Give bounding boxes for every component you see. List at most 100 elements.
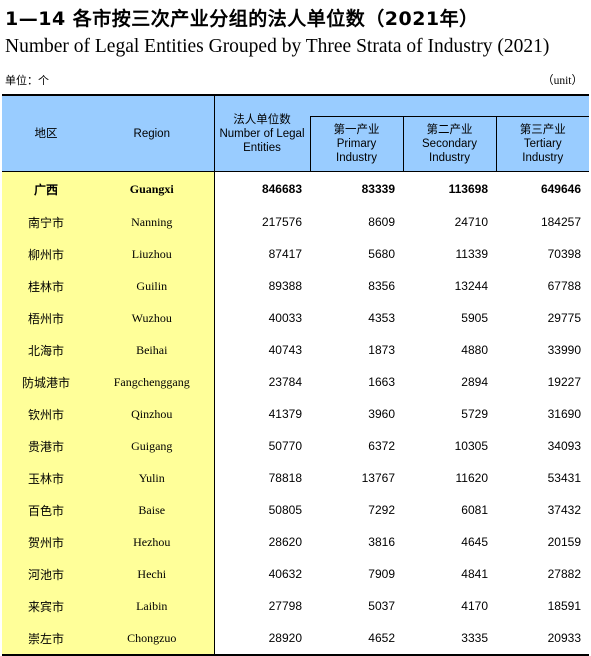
header-tertiary: 第三产业 Tertiary Industry (495, 116, 589, 172)
header-tertiary-cn: 第三产业 (519, 124, 566, 136)
cell-tertiary: 184257 (540, 215, 581, 229)
header-total: 法人单位数 Number of Legal Entities (213, 94, 310, 172)
cell-area-cn: 崇左市 (2, 622, 90, 656)
page-title: 1—14 各市按三次产业分组的法人单位数（2021年） (5, 8, 479, 30)
cell-tertiary: 31690 (547, 407, 581, 421)
cell-secondary: 4170 (461, 599, 488, 613)
header-region-en: Region (90, 94, 214, 172)
cell-primary: 5680 (368, 247, 395, 261)
cell-primary: 6372 (368, 439, 395, 453)
cell-area-cn: 防城港市 (2, 366, 90, 398)
cell-primary: 4353 (368, 311, 395, 325)
cell-secondary: 24710 (454, 215, 488, 229)
header-secondary-en: Secondary Industry (422, 138, 477, 164)
cell-total: 89388 (268, 279, 302, 293)
cell-region-en: Liuzhou (90, 238, 215, 270)
cell-primary: 1873 (368, 343, 395, 357)
cell-secondary: 6081 (461, 503, 488, 517)
cell-region-en: Guigang (90, 430, 215, 462)
cell-region-en: Chongzuo (90, 622, 215, 656)
table-body: 广西 Guangxi 846683 83339 113698 649646 南宁市 Nanni… (2, 171, 589, 656)
header-secondary: 第二产业 Secondary Industry (402, 116, 496, 172)
cell-tertiary: 18591 (547, 599, 581, 613)
cell-primary: 8356 (368, 279, 395, 293)
cell-secondary: 5729 (461, 407, 488, 421)
cell-total: 40743 (268, 343, 302, 357)
cell-secondary: 4841 (461, 567, 488, 581)
header-spacer (310, 94, 589, 117)
cell-area-cn: 北海市 (2, 334, 90, 366)
cell-region-en: Laibin (90, 590, 215, 622)
cell-total: 50805 (268, 503, 302, 517)
cell-total: 87417 (268, 247, 302, 261)
cell-secondary: 3335 (403, 622, 496, 656)
cell-tertiary: 33990 (547, 343, 581, 357)
cell-area-cn: 钦州市 (2, 398, 90, 430)
cell-secondary: 13244 (454, 279, 488, 293)
table-row: 南宁市 Nanning 217576 8609 24710 184257 (2, 206, 589, 238)
cell-tertiary: 20159 (547, 535, 581, 549)
header-tertiary-en: Tertiary Industry (522, 138, 564, 164)
cell-primary: 13767 (361, 471, 395, 485)
cell-primary: 83339 (361, 182, 395, 196)
table-row: 柳州市 Liuzhou 87417 5680 11339 70398 (2, 238, 589, 270)
table-row-total: 广西 Guangxi 846683 83339 113698 649646 (2, 171, 589, 206)
cell-area-cn: 河池市 (2, 558, 90, 590)
cell-region-en: Wuzhou (90, 302, 215, 334)
unit-label-cn: 单位：个 (5, 74, 49, 87)
cell-region-en: Hechi (90, 558, 215, 590)
cell-region-en: Baise (90, 494, 215, 526)
cell-primary: 1663 (368, 375, 395, 389)
cell-region-en: Guangxi (90, 171, 215, 206)
cell-total: 78818 (268, 471, 302, 485)
table-row: 梧州市 Wuzhou 40033 4353 5905 29775 (2, 302, 589, 334)
table-row: 贵港市 Guigang 50770 6372 10305 34093 (2, 430, 589, 462)
table-row: 玉林市 Yulin 78818 13767 11620 53431 (2, 462, 589, 494)
cell-total: 27798 (268, 599, 302, 613)
cell-secondary: 113698 (448, 182, 488, 196)
cell-secondary: 11339 (455, 247, 488, 261)
header-primary: 第一产业 Primary Industry (309, 116, 403, 172)
header-total-en: Number of Legal Entities (219, 127, 305, 154)
cell-area-cn: 南宁市 (2, 206, 90, 238)
page-subtitle: Number of Legal Entities Grouped by Thre… (5, 36, 550, 57)
cell-tertiary: 67788 (547, 279, 581, 293)
cell-region-en: Nanning (90, 206, 215, 238)
cell-tertiary: 29775 (547, 311, 581, 325)
cell-secondary: 4645 (461, 535, 488, 549)
cell-region-en: Fangchenggang (90, 366, 215, 398)
header-secondary-cn: 第二产业 (426, 124, 473, 136)
cell-primary: 4652 (310, 622, 403, 656)
table-row: 贺州市 Hezhou 28620 3816 4645 20159 (2, 526, 589, 558)
table-row: 来宾市 Laibin 27798 5037 4170 18591 (2, 590, 589, 622)
cell-area-cn: 百色市 (2, 494, 90, 526)
unit-label-en: （unit） (542, 75, 583, 87)
table-row: 防城港市 Fangchenggang 23784 1663 2894 19227 (2, 366, 589, 398)
cell-tertiary: 53431 (547, 471, 581, 485)
cell-area-cn: 梧州市 (2, 302, 90, 334)
cell-tertiary: 70398 (547, 247, 581, 261)
cell-region-en: Yulin (90, 462, 215, 494)
cell-total: 50770 (268, 439, 302, 453)
cell-total: 40632 (268, 567, 302, 581)
cell-total: 846683 (261, 182, 302, 196)
cell-tertiary: 649646 (540, 182, 581, 196)
table-row: 百色市 Baise 50805 7292 6081 37432 (2, 494, 589, 526)
cell-area-cn: 来宾市 (2, 590, 90, 622)
legal-entities-table: 地区 Region 法人单位数 Number of Legal Entities… (2, 94, 589, 656)
cell-region-en: Beihai (90, 334, 215, 366)
cell-tertiary: 19227 (547, 375, 581, 389)
cell-total: 28620 (268, 535, 302, 549)
cell-tertiary: 20933 (496, 622, 589, 656)
table-row: 北海市 Beihai 40743 1873 4880 33990 (2, 334, 589, 366)
cell-region-en: Qinzhou (90, 398, 215, 430)
cell-primary: 7909 (368, 567, 395, 581)
cell-secondary: 4880 (461, 343, 488, 357)
cell-primary: 7292 (368, 503, 395, 517)
cell-secondary: 10305 (454, 439, 488, 453)
header-total-cn: 法人单位数 (233, 113, 291, 126)
cell-total: 40033 (268, 311, 302, 325)
cell-tertiary: 34093 (547, 439, 581, 453)
cell-area-cn: 柳州市 (2, 238, 90, 270)
cell-primary: 3960 (368, 407, 395, 421)
